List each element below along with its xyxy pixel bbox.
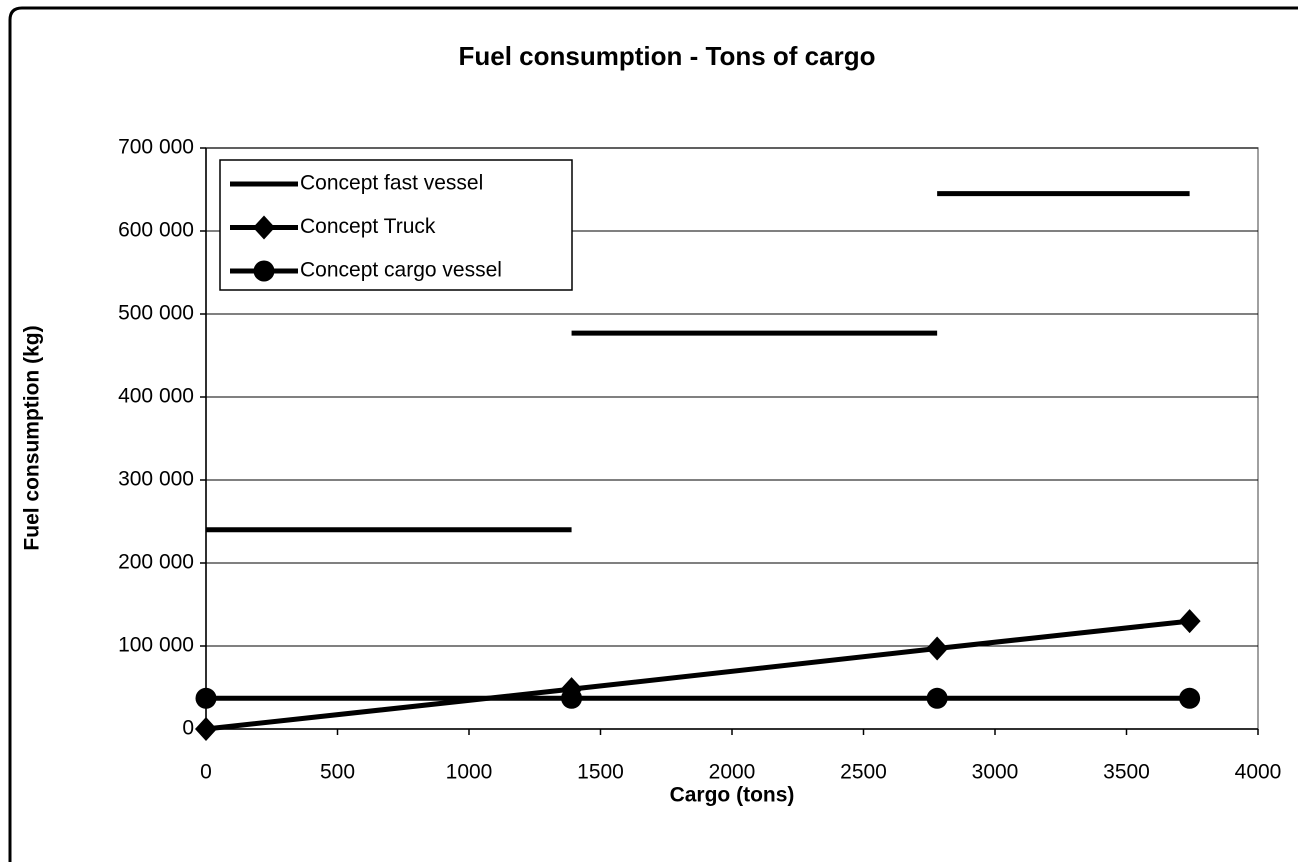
x-tick-label: 3500 [1103, 761, 1150, 784]
data-point [1179, 687, 1201, 709]
x-tick-label: 0 [200, 761, 212, 784]
chart-title: Fuel consumption - Tons of cargo [459, 41, 876, 71]
x-tick-label: 2000 [709, 761, 756, 784]
x-tick-label: 1500 [577, 761, 624, 784]
y-tick-label: 200 000 [118, 551, 194, 574]
y-axis-label: Fuel consumption (kg) [21, 325, 44, 550]
y-tick-label: 100 000 [118, 634, 194, 657]
y-tick-label: 400 000 [118, 385, 194, 408]
data-point [561, 687, 583, 709]
x-tick-label: 4000 [1235, 761, 1282, 784]
legend-label: Concept cargo vessel [300, 259, 502, 282]
y-tick-label: 700 000 [118, 136, 194, 159]
legend-label: Concept Truck [300, 215, 436, 238]
data-point [195, 687, 217, 709]
data-point [1178, 609, 1201, 634]
chart-frame [8, 6, 1298, 862]
y-tick-label: 300 000 [118, 468, 194, 491]
series-line [206, 191, 1190, 533]
data-point [926, 636, 949, 661]
x-tick-label: 2500 [840, 761, 887, 784]
data-point [195, 717, 217, 741]
y-tick-label: 0 [182, 717, 194, 740]
y-tick-label: 500 000 [118, 302, 194, 325]
data-point [926, 687, 948, 709]
legend-marker [253, 215, 275, 240]
legend-label: Concept fast vessel [300, 172, 483, 195]
series-line [205, 618, 1190, 732]
legend-marker [253, 260, 275, 282]
y-tick-label: 600 000 [118, 219, 194, 242]
x-tick-label: 3000 [972, 761, 1019, 784]
x-tick-label: 500 [320, 761, 355, 784]
x-axis-label: Cargo (tons) [670, 784, 795, 807]
x-tick-label: 1000 [446, 761, 493, 784]
